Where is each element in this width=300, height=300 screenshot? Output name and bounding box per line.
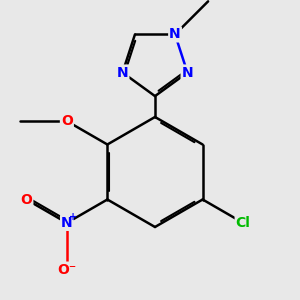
Text: +: + (69, 212, 77, 222)
Text: O: O (20, 193, 32, 206)
Text: O⁻: O⁻ (57, 262, 76, 277)
Text: O: O (61, 114, 73, 128)
Text: N: N (117, 65, 128, 80)
Text: N: N (169, 27, 181, 41)
Text: N: N (182, 65, 193, 80)
Text: Cl: Cl (236, 216, 250, 230)
Text: N: N (61, 216, 73, 230)
